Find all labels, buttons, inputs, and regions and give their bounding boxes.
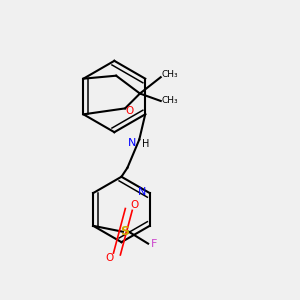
Text: S: S	[120, 225, 129, 238]
Text: H: H	[142, 139, 149, 149]
Text: O: O	[125, 106, 134, 116]
Text: O: O	[105, 254, 114, 263]
Text: CH₃: CH₃	[161, 97, 178, 106]
Text: O: O	[130, 200, 139, 210]
Text: N: N	[138, 187, 146, 196]
Text: N: N	[128, 138, 136, 148]
Text: CH₃: CH₃	[161, 70, 178, 79]
Text: F: F	[151, 238, 157, 249]
